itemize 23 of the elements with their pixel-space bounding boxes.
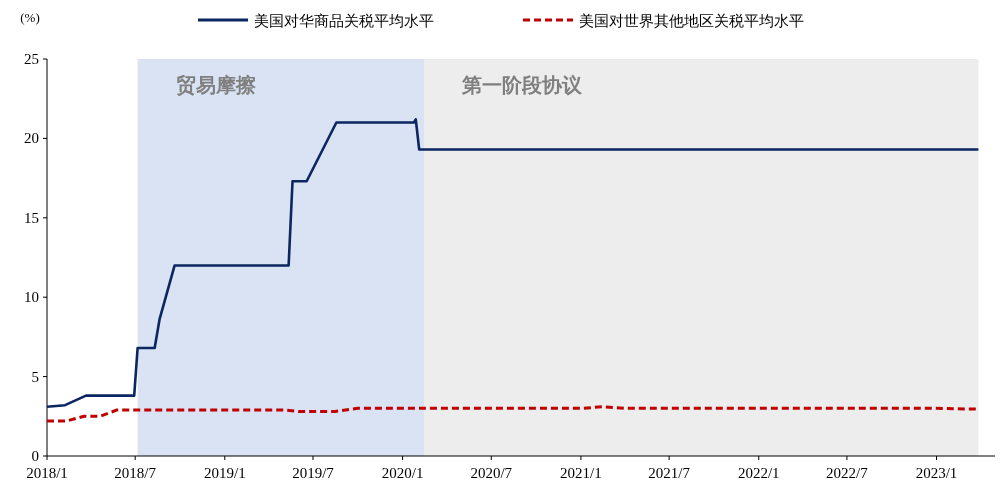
y-tick-label: 0	[31, 448, 39, 464]
line-series	[45, 118, 980, 409]
legend-label: 美国对华商品关税平均水平	[254, 13, 434, 29]
x-tick-label: 2022/7	[826, 465, 869, 481]
y-tick-label: 25	[24, 51, 39, 67]
x-tick-label: 2023/1	[915, 465, 958, 481]
x-tick-label: 2019/1	[203, 465, 246, 481]
x-tick-label: 2022/1	[737, 465, 780, 481]
legend-label: 美国对世界其他地区关税平均水平	[579, 13, 804, 29]
band-label: 第一阶段协议	[461, 74, 584, 96]
y-axis-title: (%)	[20, 10, 40, 25]
x-tick-label: 2018/1	[26, 465, 68, 481]
x-tick-label: 2021/7	[648, 465, 691, 481]
y-tick-label: 5	[31, 368, 39, 385]
x-tick-label: 2020/1	[381, 465, 424, 481]
y-tick-label: 10	[24, 289, 39, 306]
band-label: 贸易摩擦	[175, 74, 257, 96]
y-tick-label: 15	[24, 209, 39, 226]
x-tick-label: 2020/7	[470, 465, 513, 481]
x-tick-label: 2018/7	[114, 465, 157, 481]
x-tick-label: 2019/7	[292, 465, 335, 481]
x-tick-label: 2021/1	[560, 465, 602, 481]
y-tick-label: 20	[24, 130, 39, 147]
